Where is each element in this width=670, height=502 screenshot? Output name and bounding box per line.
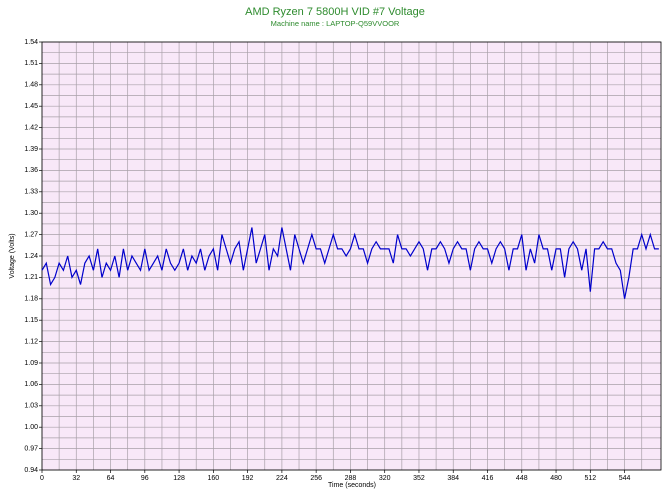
- y-tick-label: 0.94: [24, 467, 38, 474]
- chart-title: AMD Ryzen 7 5800H VID #7 Voltage: [245, 6, 425, 18]
- y-tick-label: 1.03: [24, 403, 38, 410]
- x-tick-label: 320: [379, 475, 391, 482]
- x-tick-label: 128: [173, 475, 185, 482]
- y-tick-label: 1.21: [24, 274, 38, 281]
- x-tick-label: 352: [413, 475, 425, 482]
- y-axis-label: Voltage (Volts): [9, 233, 16, 278]
- x-tick-label: 480: [550, 475, 562, 482]
- y-tick-label: 1.39: [24, 146, 38, 153]
- x-tick-label: 160: [208, 475, 220, 482]
- x-tick-label: 448: [516, 475, 528, 482]
- x-tick-label: 224: [276, 475, 288, 482]
- y-tick-label: 1.00: [24, 424, 38, 431]
- y-tick-label: 1.15: [24, 317, 38, 324]
- x-tick-label: 32: [72, 475, 80, 482]
- x-tick-label: 192: [242, 475, 254, 482]
- y-tick-label: 1.33: [24, 189, 38, 196]
- y-tick-label: 1.30: [24, 210, 38, 217]
- x-tick-label: 64: [107, 475, 115, 482]
- y-tick-label: 0.97: [24, 445, 38, 452]
- x-tick-label: 0: [40, 475, 44, 482]
- x-tick-label: 96: [141, 475, 149, 482]
- x-tick-label: 544: [619, 475, 631, 482]
- y-tick-label: 1.24: [24, 253, 38, 260]
- y-tick-label: 1.42: [24, 124, 38, 131]
- y-tick-label: 1.45: [24, 103, 38, 110]
- y-tick-label: 1.06: [24, 381, 38, 388]
- y-tick-label: 1.51: [24, 60, 38, 67]
- x-tick-label: 256: [310, 475, 322, 482]
- plot-border: [41, 41, 662, 471]
- y-tick-label: 1.18: [24, 296, 38, 303]
- y-tick-label: 1.48: [24, 82, 38, 89]
- x-tick-label: 512: [584, 475, 596, 482]
- chart-subtitle: Machine name : LAPTOP-Q59VVOOR: [271, 19, 400, 28]
- data-line: [41, 227, 659, 299]
- x-axis-label: Time (seconds): [328, 482, 376, 489]
- x-tick-label: 416: [482, 475, 494, 482]
- x-tick-label: 384: [447, 475, 459, 482]
- y-tick-label: 1.27: [24, 231, 38, 238]
- x-tick-label: 288: [345, 475, 357, 482]
- y-tick-label: 1.54: [24, 39, 38, 46]
- y-tick-label: 1.36: [24, 167, 38, 174]
- y-tick-label: 1.12: [24, 338, 38, 345]
- y-tick-label: 1.09: [24, 360, 38, 367]
